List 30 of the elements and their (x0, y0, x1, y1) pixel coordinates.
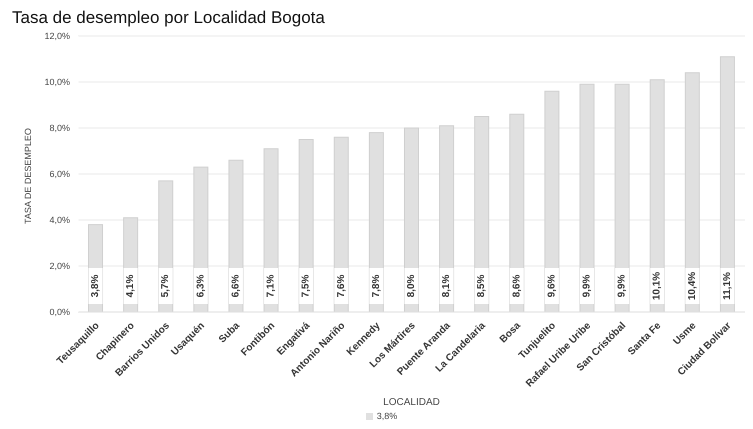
data-label: 4,1% (125, 274, 136, 298)
data-label: 8,5% (476, 274, 488, 298)
data-label: 6,6% (230, 274, 242, 298)
data-label: 3,8% (90, 274, 102, 298)
data-label: 7,6% (336, 274, 347, 298)
chart-title: Tasa de desempleo por Localidad Bogota (11, 8, 326, 28)
data-label: 9,9% (582, 274, 593, 298)
data-label: 7,5% (300, 274, 312, 298)
y-tick-label: 12,0% (44, 31, 70, 42)
data-label: 7,1% (266, 274, 277, 298)
data-label: 11,1% (722, 272, 733, 300)
data-label: 6,3% (195, 274, 206, 298)
data-label: 9,9% (616, 274, 628, 298)
data-label: 9,6% (546, 274, 558, 298)
y-tick-label: 0,0% (49, 307, 70, 318)
data-label: 5,7% (160, 274, 172, 298)
data-label: 10,4% (686, 272, 698, 300)
data-label: 8,6% (511, 274, 522, 298)
y-tick-label: 4,0% (49, 215, 70, 226)
data-label: 8,0% (406, 274, 417, 298)
data-label: 8,1% (441, 274, 452, 298)
data-label: 7,8% (370, 274, 382, 298)
legend-label: 3,8% (376, 411, 398, 421)
x-axis-title: LOCALIDAD (383, 397, 440, 408)
data-label: 10,1% (652, 272, 663, 300)
y-tick-label: 10,0% (44, 77, 70, 88)
y-tick-label: 2,0% (49, 261, 70, 272)
y-tick-label: 8,0% (49, 123, 70, 134)
y-axis-title: TASA DE DESEMPLEO (23, 128, 34, 224)
y-tick-label: 6,0% (49, 169, 70, 180)
